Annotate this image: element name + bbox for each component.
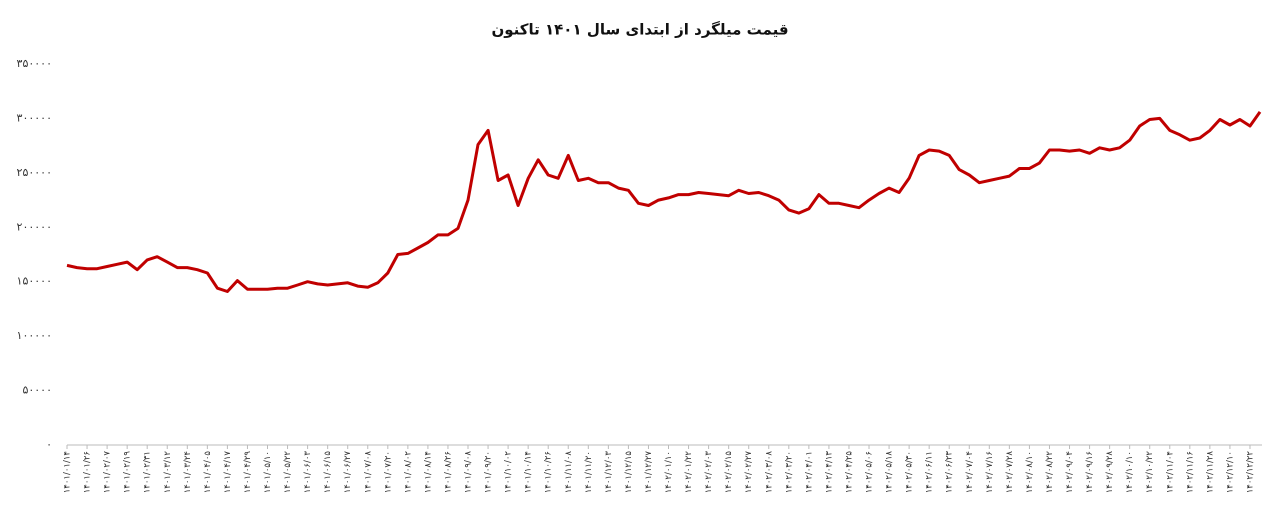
chart-title: قیمت میلگرد از ابتدای سال ۱۴۰۱ تاکنون (491, 21, 788, 39)
x-tick-label: ۱۴۰۲/۰۶/۲۳ (945, 451, 955, 494)
x-tick-label: ۱۴۰۲/۰۳/۲۰ (784, 451, 794, 493)
x-tick-label: ۱۴۰۲/۰۷/۱۶ (985, 451, 995, 493)
x-tick-label: ۱۴۰۱/۰۷/۲۰ (383, 451, 393, 493)
x-tick-label: ۱۴۰۱/۰۱/۲۶ (83, 451, 93, 493)
x-tick-label: ۱۴۰۱/۱۰/۱۴ (524, 451, 534, 493)
x-tick-label: ۱۴۰۲/۰۱/۱۰ (664, 451, 674, 493)
x-tick-label: ۱۴۰۱/۰۴/۱۷ (223, 451, 233, 494)
x-tick-label: ۱۴۰۲/۰۵/۰۶ (865, 451, 875, 493)
x-tick-label: ۱۴۰۱/۰۱/۱۴ (63, 451, 73, 493)
x-tick-label: ۱۴۰۱/۰۷/۰۸ (363, 451, 373, 494)
x-tick-label: ۱۴۰۱/۰۹/۰۸ (464, 451, 474, 494)
x-tick-label: ۱۴۰۲/۰۲/۱۵ (724, 451, 734, 494)
x-tick-label: ۱۴۰۲/۰۲/۰۳ (704, 451, 714, 494)
x-tick-label: ۱۴۰۱/۰۸/۲۶ (443, 451, 453, 493)
x-tick-label: ۱۴۰۱/۰۵/۱۰ (263, 451, 273, 493)
y-tick-label: ۰ (46, 438, 52, 451)
x-tick-label: ۱۴۰۲/۰۵/۳۰ (905, 451, 915, 493)
x-tick-label: ۱۴۰۱/۰۳/۱۲ (163, 451, 173, 494)
x-tick-label: ۱۴۰۱/۱۲/۰۳ (604, 451, 614, 494)
x-tick-label: ۱۴۰۱/۱۲/۲۷ (644, 451, 654, 494)
x-tick-label: ۱۴۰۱/۱۱/۲۰ (584, 451, 594, 493)
x-tick-label: ۱۴۰۱/۱۰/۲۶ (544, 451, 554, 493)
x-tick-label: ۱۴۰۲/۰۵/۱۸ (885, 451, 895, 494)
x-tick-label: ۱۴۰۲/۰۳/۰۸ (764, 451, 774, 494)
x-tick-label: ۱۴۰۲/۰۷/۰۴ (965, 451, 975, 493)
x-tick-label: ۱۴۰۱/۱۱/۰۸ (564, 451, 574, 494)
price-line (66, 111, 1262, 293)
x-tick-label: ۱۴۰۲/۰۹/۱۶ (1085, 451, 1095, 493)
x-tick-label: ۱۴۰۲/۰۲/۲۷ (744, 451, 754, 494)
x-tick-label: ۱۴۰۱/۰۳/۲۴ (183, 451, 193, 493)
x-tick-label: ۱۴۰۲/۰۸/۲۲ (1045, 451, 1055, 494)
x-tick-label: ۱۴۰۱/۰۴/۲۹ (243, 451, 253, 494)
y-tick-label: ۳۵۰۰۰۰ (17, 57, 52, 70)
x-tick-label: ۱۴۰۲/۱۱/۰۴ (1165, 451, 1175, 493)
x-tick-label: ۱۴۰۲/۰۹/۲۸ (1105, 451, 1115, 494)
y-tick-label: ۱۰۰۰۰۰ (17, 329, 52, 342)
x-tick-label: ۱۴۰۱/۰۸/۱۴ (423, 451, 433, 493)
x-tick-label: ۱۴۰۱/۰۶/۲۷ (343, 451, 353, 494)
x-tick-label: ۱۴۰۱/۱۲/۱۵ (624, 451, 634, 494)
x-tick-label: ۱۴۰۱/۰۶/۱۵ (323, 451, 333, 494)
y-tick-label: ۱۵۰۰۰۰ (17, 275, 52, 288)
x-tick-label: ۱۴۰۱/۰۲/۳۱ (143, 451, 153, 493)
x-tick-label: ۱۴۰۲/۰۹/۰۴ (1065, 451, 1075, 493)
x-tick-label: ۱۴۰۲/۱۱/۱۶ (1185, 451, 1195, 493)
x-tick-label: ۱۴۰۲/۰۴/۱۳ (824, 451, 834, 494)
x-tick-label: ۱۴۰۲/۱۰/۲۲ (1145, 451, 1155, 494)
y-tick-label: ۲۰۰۰۰۰ (17, 220, 52, 233)
x-tick-label: ۱۴۰۱/۰۲/۰۷ (103, 451, 113, 494)
x-tick-label: ۱۴۰۲/۰۴/۰۱ (804, 451, 814, 493)
y-tick-label: ۲۵۰۰۰۰ (17, 166, 52, 179)
x-tick-label: ۱۴۰۱/۰۵/۲۲ (283, 451, 293, 494)
y-tick-label: ۳۰۰۰۰۰ (17, 111, 52, 124)
x-tick-label: ۱۴۰۱/۰۹/۲۰ (484, 451, 494, 493)
x-tick-label: ۱۴۰۲/۰۷/۲۸ (1005, 451, 1015, 494)
x-tick-label: ۱۴۰۱/۰۴/۰۵ (203, 451, 213, 494)
x-tick-label: ۱۴۰۱/۱۰/۰۲ (504, 451, 514, 494)
x-tick-label: ۱۴۰۲/۱۱/۲۸ (1205, 451, 1215, 494)
x-tick-label: ۱۴۰۲/۰۸/۱۰ (1025, 451, 1035, 493)
y-tick-label: ۵۰۰۰۰ (22, 384, 52, 397)
x-tick-label: ۱۴۰۲/۱۲/۱۰ (1225, 451, 1235, 493)
x-tick-label: ۱۴۰۱/۰۲/۱۹ (123, 451, 133, 494)
x-tick-label: ۱۴۰۲/۱۰/۱۰ (1125, 451, 1135, 493)
x-tick-label: ۱۴۰۲/۰۱/۲۲ (684, 451, 694, 494)
x-tick-label: ۱۴۰۲/۱۲/۲۲ (1245, 451, 1255, 494)
x-tick-label: ۱۴۰۲/۰۴/۲۵ (844, 451, 854, 494)
x-tick-label: ۱۴۰۱/۰۸/۰۲ (403, 451, 413, 494)
x-tick-label: ۱۴۰۱/۰۶/۰۳ (303, 451, 313, 494)
x-tick-label: ۱۴۰۲/۰۶/۱۱ (925, 451, 935, 493)
